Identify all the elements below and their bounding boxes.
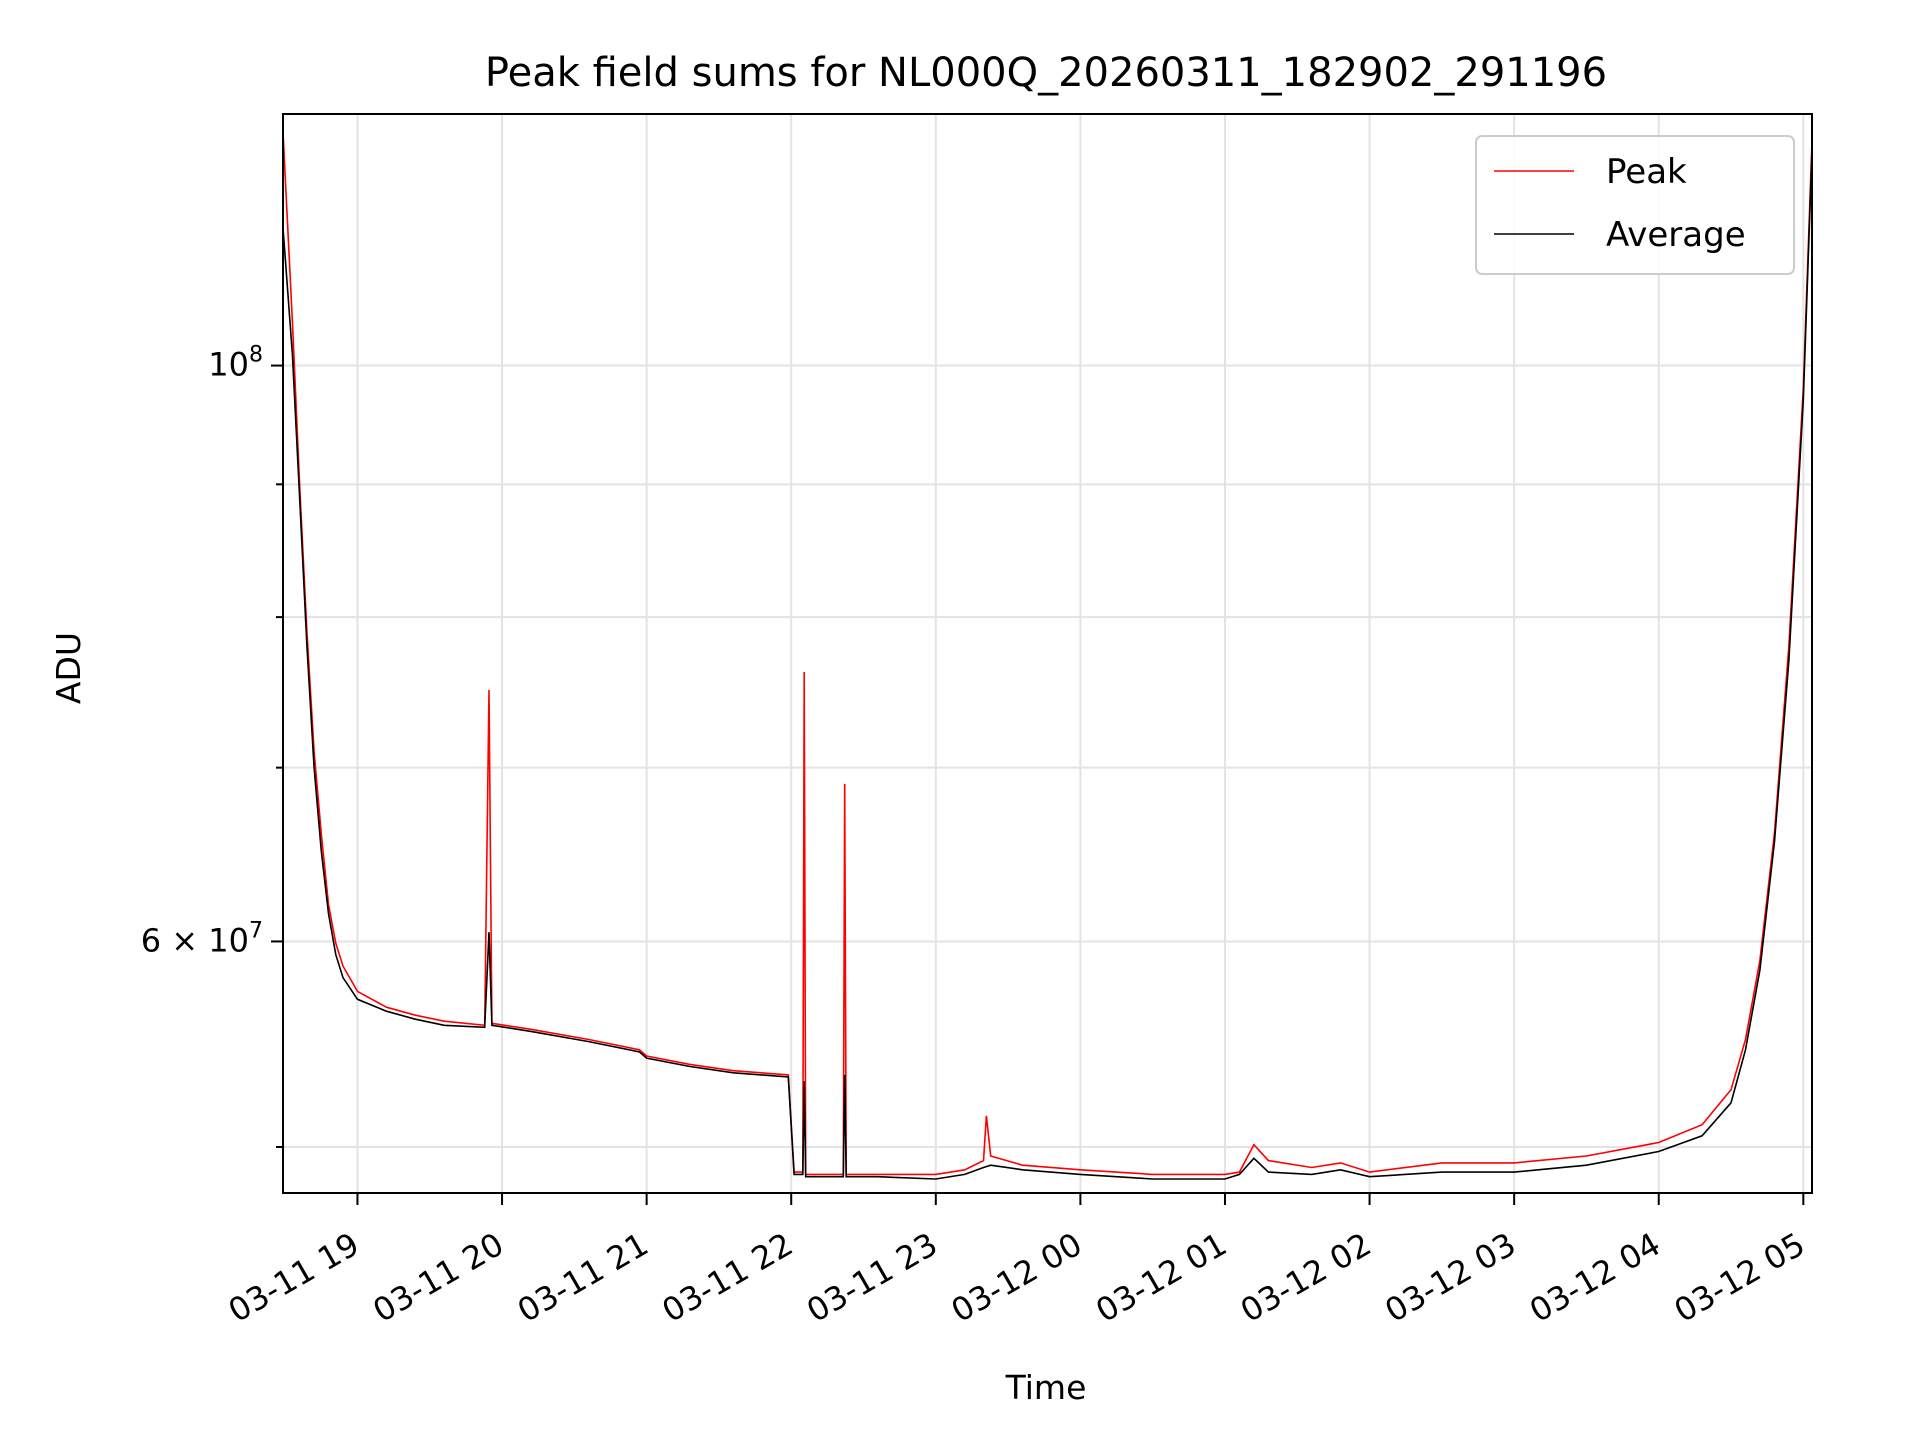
legend: Peak Average bbox=[1475, 135, 1795, 275]
y-tick-label: 6 × 107 bbox=[141, 918, 263, 959]
series-line-average bbox=[283, 150, 1812, 1180]
axes-frame bbox=[282, 113, 1813, 1194]
series-line-peak bbox=[283, 132, 1812, 1176]
chart-title: Peak field sums for NL000Q_20260311_1829… bbox=[485, 50, 1607, 96]
legend-label-peak: Peak bbox=[1606, 152, 1687, 192]
y-axis-label: ADU bbox=[49, 632, 88, 704]
y-tick-label: 108 bbox=[208, 343, 263, 384]
x-axis-label: Time bbox=[1005, 1368, 1087, 1407]
grid bbox=[283, 114, 1812, 1193]
legend-label-average: Average bbox=[1606, 215, 1746, 255]
plot-area bbox=[283, 132, 1812, 1180]
